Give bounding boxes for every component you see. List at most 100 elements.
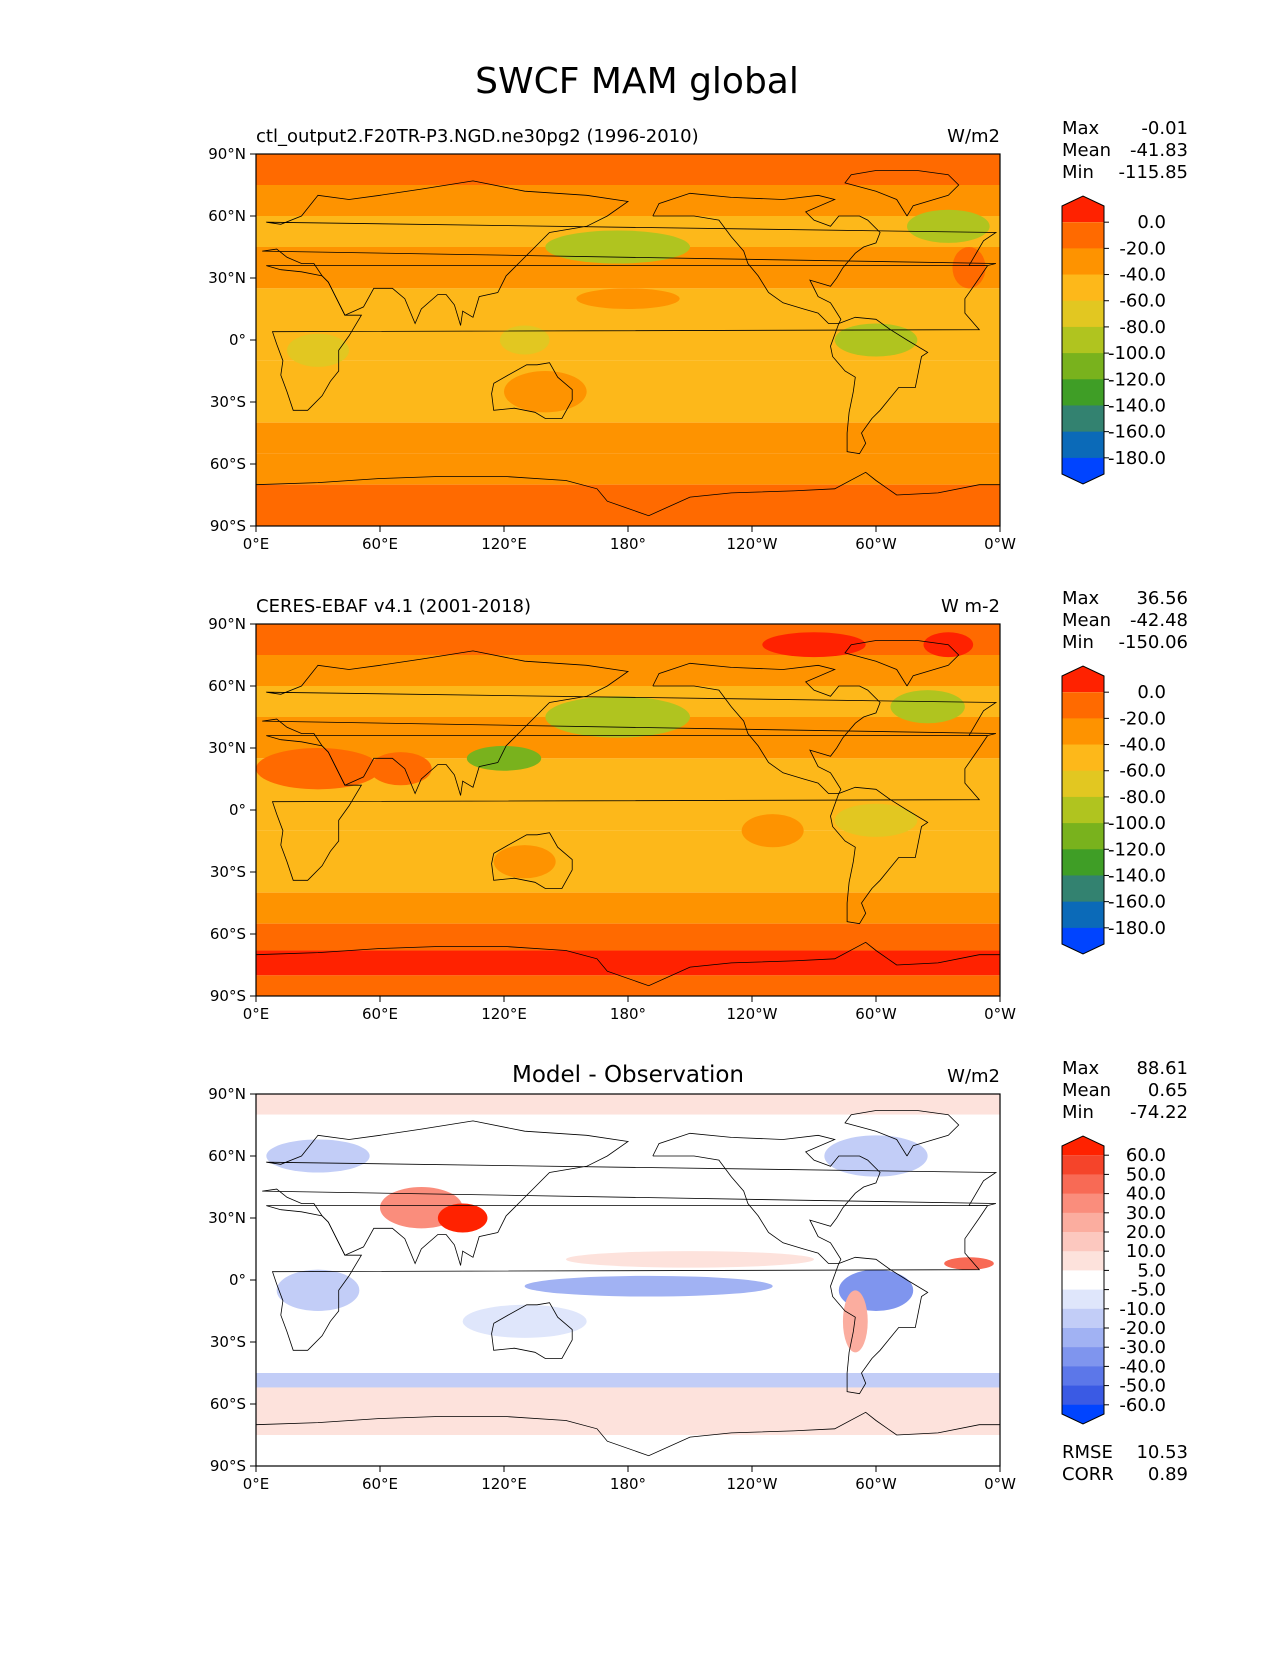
colorbar-label: -10.0 xyxy=(1119,1299,1166,1320)
field-feature xyxy=(762,632,866,658)
colorbar-swatch xyxy=(1062,1270,1104,1291)
stat-value: 0.65 xyxy=(1148,1080,1188,1101)
stats-block: Max 36.56 Mean -42.48 Min -150.06 xyxy=(1062,588,1188,653)
coastline xyxy=(844,1110,960,1157)
y-tick-label: 30°S xyxy=(210,1333,246,1351)
colorbar-swatch xyxy=(1062,222,1104,249)
field-feature xyxy=(566,1251,814,1268)
field-feature xyxy=(437,1203,488,1233)
x-tick-label: 60°E xyxy=(362,535,398,553)
colorbar-swatch xyxy=(1062,770,1104,798)
x-tick-label: 0°W xyxy=(984,1005,1016,1023)
x-tick-label: 60°W xyxy=(855,1005,897,1023)
lat-band xyxy=(256,655,1000,686)
coastline xyxy=(266,265,988,411)
colorbar: 0.0 -20.0 -40.0 -60.0 -80.0 -100.0 -120.0 -140.… xyxy=(1061,665,1166,955)
lat-band xyxy=(256,1094,1000,1115)
x-tick-label: 60°W xyxy=(855,535,897,553)
colorbar-swatch xyxy=(1062,927,1104,954)
lat-band xyxy=(256,1387,1000,1435)
colorbar-label: -60.0 xyxy=(1119,761,1166,782)
map-panel-1: 0°E 60°E 120°E 180° 120°W 60°W 0°W 90°N 60°N 30°N… xyxy=(208,118,1188,553)
lat-band xyxy=(256,950,1000,976)
coastline xyxy=(256,941,1000,987)
colorbar-swatch xyxy=(1062,1328,1104,1348)
field-feature xyxy=(944,1257,994,1270)
coastline xyxy=(652,192,881,324)
y-tick-label: 60°S xyxy=(210,925,246,943)
field-feature xyxy=(499,325,550,355)
colorbar-label: -120.0 xyxy=(1108,839,1166,860)
colorbar-swatch xyxy=(1062,248,1104,276)
panel-units: W/m2 xyxy=(947,1066,1000,1087)
field-feature xyxy=(524,1275,773,1297)
colorbar-label: 60.0 xyxy=(1126,1145,1166,1166)
colorbar-label: -140.0 xyxy=(1108,865,1166,886)
coastline xyxy=(844,170,960,217)
colorbar-swatch xyxy=(1062,875,1104,903)
y-tick-label: 60°N xyxy=(208,207,246,225)
field-feature xyxy=(256,748,380,790)
field-feature xyxy=(907,209,990,243)
y-tick-label: 0° xyxy=(229,801,246,819)
colorbar-label: -80.0 xyxy=(1119,317,1166,338)
lat-band xyxy=(256,923,1000,951)
coastline xyxy=(491,1302,573,1359)
lat-band xyxy=(256,892,1000,924)
stat-label: Max xyxy=(1062,588,1100,609)
colorbar-swatch xyxy=(1062,744,1104,772)
stat-value: -42.48 xyxy=(1130,610,1188,631)
colorbar-swatch xyxy=(1062,1136,1104,1156)
stat-label: RMSE xyxy=(1062,1442,1113,1463)
colorbar-label: -50.0 xyxy=(1119,1376,1166,1397)
x-tick-label: 120°E xyxy=(481,1005,527,1023)
coastline xyxy=(262,180,998,326)
colorbar-swatch xyxy=(1062,1366,1104,1387)
coastline xyxy=(830,1256,929,1395)
stat-label: Max xyxy=(1062,1058,1100,1079)
stats-block: Max -0.01 Mean -41.83 Min -115.85 xyxy=(1062,118,1188,183)
stat-value: -41.83 xyxy=(1130,140,1188,161)
y-tick-label: 90°N xyxy=(208,145,246,163)
colorbar-swatch xyxy=(1062,274,1104,302)
colorbar-label: -40.0 xyxy=(1119,735,1166,756)
field-feature xyxy=(466,745,542,771)
y-tick-label: 90°N xyxy=(208,615,246,633)
colorbar-label: -160.0 xyxy=(1108,892,1166,913)
y-tick-label: 30°N xyxy=(208,269,246,287)
y-tick-label: 30°N xyxy=(208,739,246,757)
colorbar-swatch xyxy=(1062,692,1104,719)
panel-title: Model - Observation xyxy=(512,1062,744,1088)
colorbar-label: -5.0 xyxy=(1131,1280,1166,1301)
x-tick-label: 180° xyxy=(610,1475,646,1493)
colorbar-label: 20.0 xyxy=(1126,1222,1166,1243)
coastline xyxy=(262,1120,998,1266)
x-tick-label: 0°E xyxy=(243,535,270,553)
colorbar-outline xyxy=(1061,195,1105,485)
colorbar-swatch xyxy=(1062,1251,1104,1271)
coastlines xyxy=(256,640,1000,987)
colorbar-label: 0.0 xyxy=(1137,682,1166,703)
colorbar-swatch xyxy=(1062,431,1104,459)
colorbar-swatch xyxy=(1062,457,1104,484)
field-feature xyxy=(824,1135,928,1177)
coastline xyxy=(491,362,573,419)
lat-band xyxy=(256,422,1000,454)
lat-band xyxy=(256,453,1000,485)
coastline xyxy=(266,1205,988,1351)
y-tick-label: 90°S xyxy=(210,1457,246,1475)
stat-label: Mean xyxy=(1062,1080,1111,1101)
colorbar-label: -80.0 xyxy=(1119,787,1166,808)
colorbar-swatch xyxy=(1062,300,1104,328)
panel-title: CERES-EBAF v4.1 (2001-2018) xyxy=(256,596,531,617)
field-feature xyxy=(287,333,349,367)
colorbar-label: 30.0 xyxy=(1126,1203,1166,1224)
y-tick-label: 60°N xyxy=(208,1147,246,1165)
stat-value: -74.22 xyxy=(1130,1102,1188,1123)
x-tick-label: 0°W xyxy=(984,535,1016,553)
colorbar-swatch xyxy=(1062,196,1104,223)
x-tick-label: 120°E xyxy=(481,535,527,553)
colorbar: 0.0 -20.0 -40.0 -60.0 -80.0 -100.0 -120.0 -140.… xyxy=(1061,195,1166,485)
y-tick-label: 0° xyxy=(229,1271,246,1289)
field-1 xyxy=(256,154,1000,526)
